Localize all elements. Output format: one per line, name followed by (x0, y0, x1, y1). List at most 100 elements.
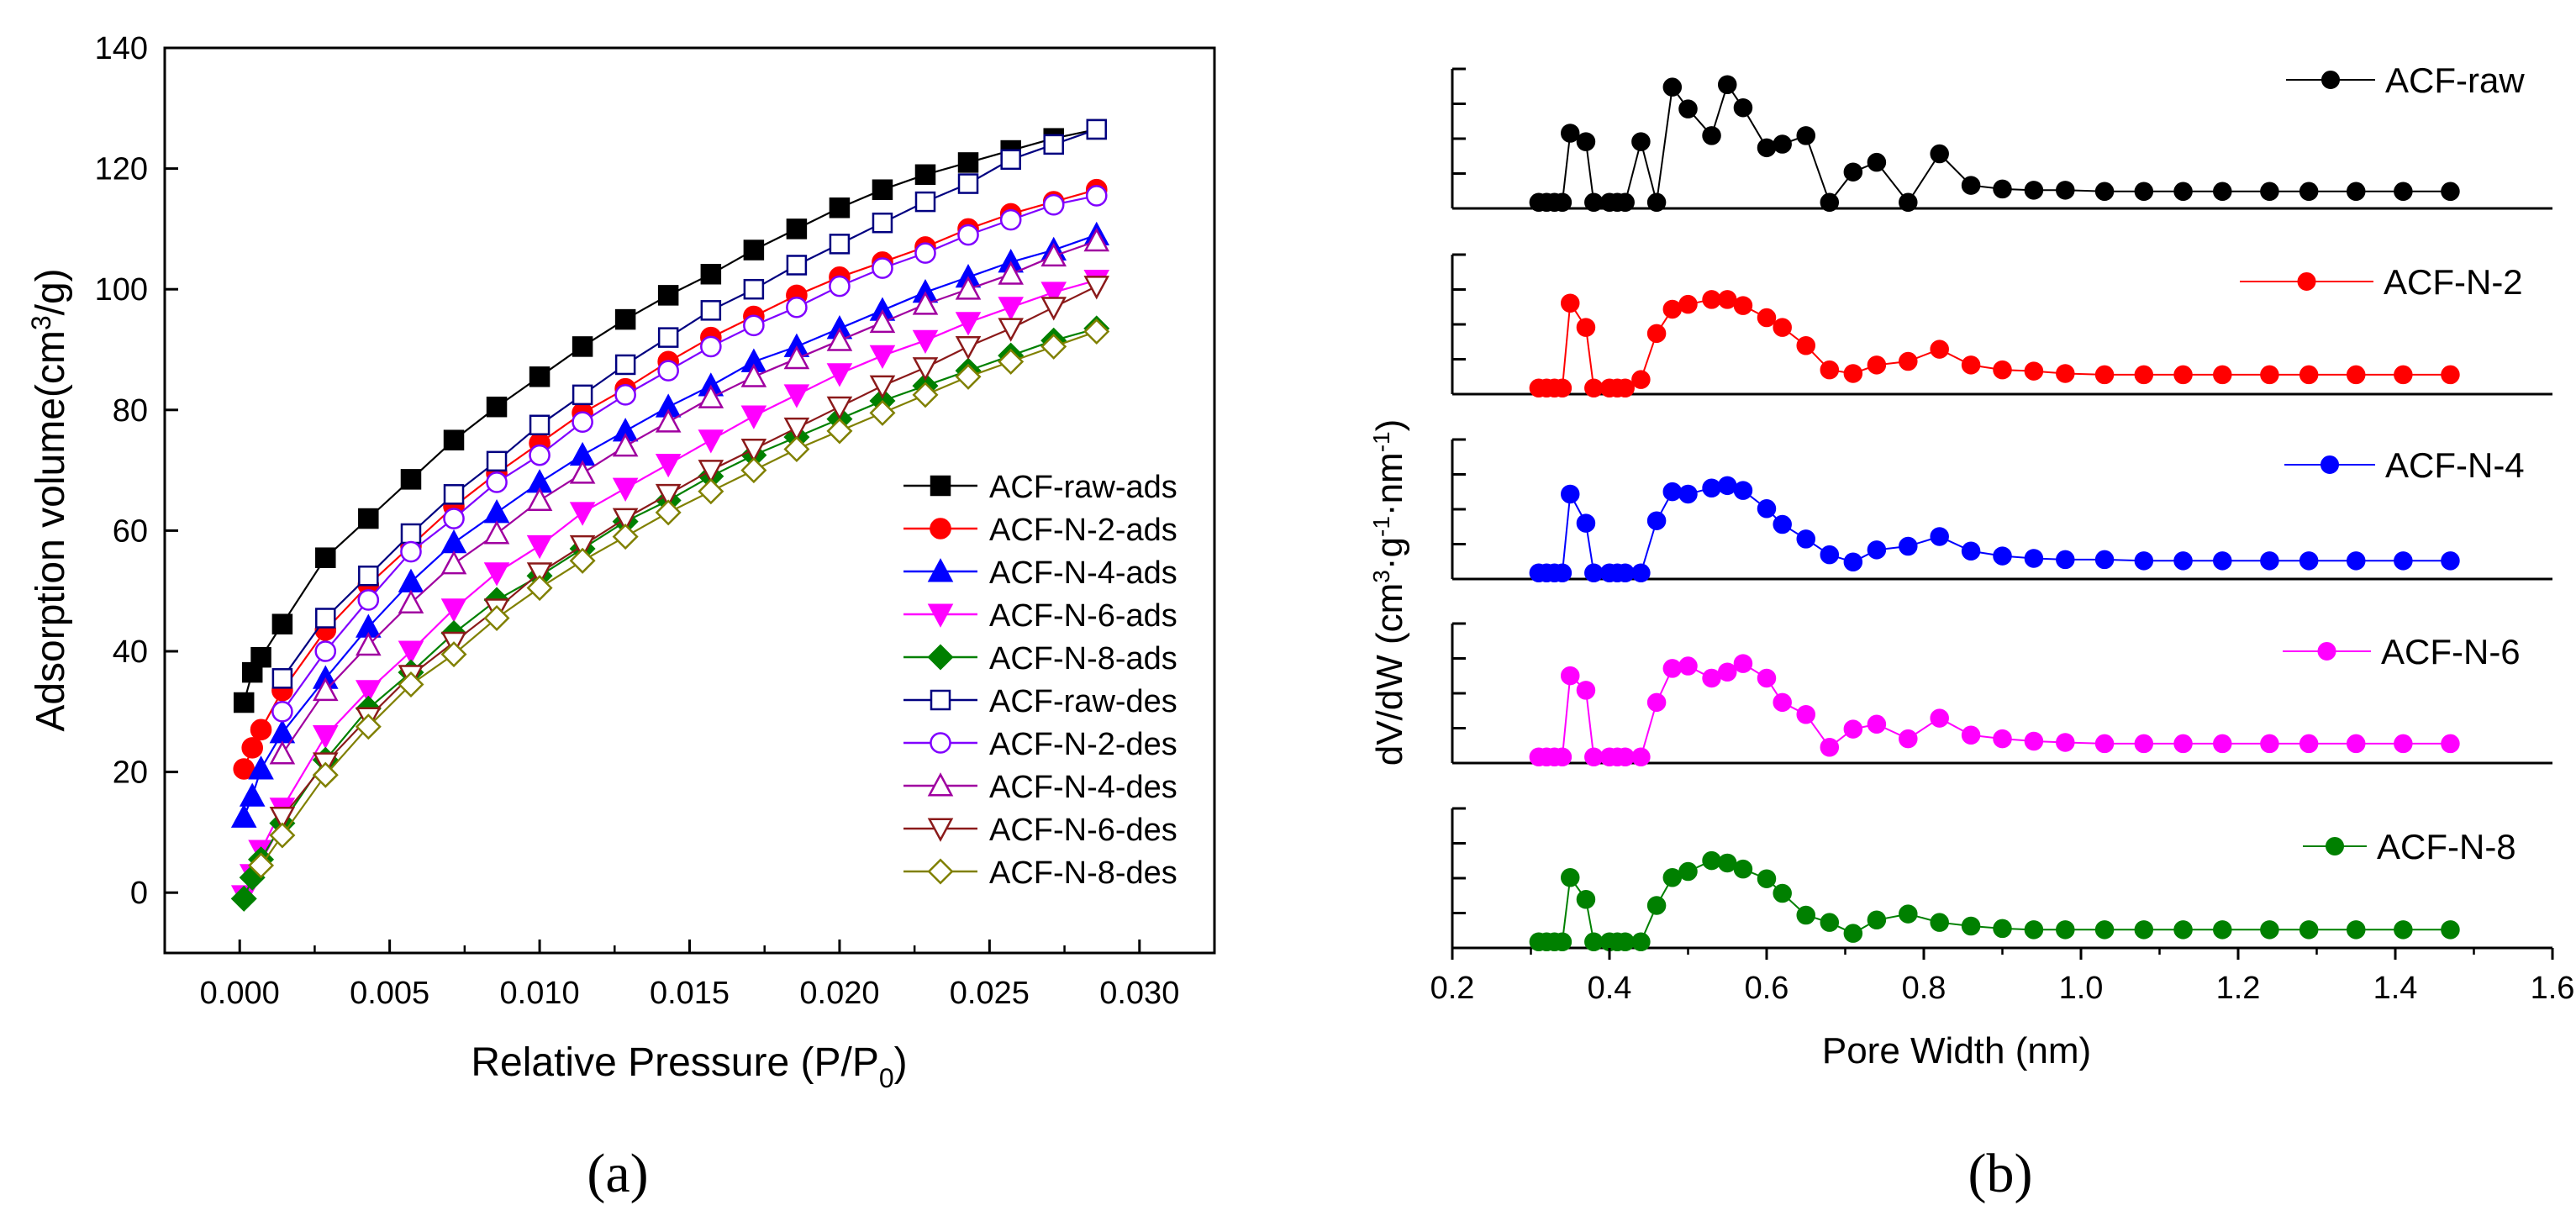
panel-b-point (2260, 365, 2279, 385)
panel-a-point (914, 191, 936, 213)
panel-b-point (1843, 719, 1863, 739)
panel-a-point (912, 357, 939, 382)
panel-a-point (614, 308, 636, 330)
panel-a-point (786, 296, 808, 318)
panel-a-point (526, 487, 553, 511)
panel-a-point (569, 534, 596, 560)
panel-a-point (655, 499, 682, 526)
panel-a-point (826, 418, 853, 445)
panel-b-legend-label: ACF-N-4 (2385, 445, 2525, 485)
panel-b-point (1718, 75, 1737, 95)
panel-b-point (1718, 476, 1737, 496)
panel-a-ytick-label: 40 (113, 634, 148, 670)
panel-b-point (1646, 896, 1667, 915)
panel-a-xtick-label: 0.000 (200, 976, 280, 1011)
panel-b-xlabel: Pore Width (nm) (1822, 1030, 2091, 1071)
panel-a-point (657, 285, 679, 306)
panel-a-point (1000, 149, 1021, 171)
panel-b-point (2394, 365, 2413, 385)
panel-a-xtick-label: 0.005 (350, 976, 429, 1011)
panel-a-point (826, 363, 853, 387)
panel-a-point (443, 484, 465, 505)
panel-b-point (1584, 747, 1604, 767)
panel-a-point (314, 640, 337, 662)
panel-b-pore-distribution-chart: ACF-raw ACF-N-2 ACF-N-4 ACF-N-6 ACF-N-8 0.2 0… (1368, 61, 2574, 1204)
panel-b-point (1702, 126, 1721, 145)
panel-b-point (1899, 729, 1918, 749)
panel-b-point (1733, 859, 1753, 879)
panel-b-legend-label: ACF-raw (2385, 61, 2525, 100)
panel-b-point (1552, 563, 1572, 583)
panel-a-point (998, 318, 1024, 342)
panel-a-point (914, 242, 936, 264)
panel-a-series-ACF-N-6-des (269, 276, 1110, 831)
panel-a-point (483, 562, 510, 587)
panel-b-point (1773, 318, 1792, 337)
panel-b-point (1899, 192, 1918, 213)
panel-a-point (872, 257, 893, 279)
panel-b-point (1820, 737, 1840, 757)
panel-a-point (1042, 193, 1065, 216)
panel-a-point (312, 676, 339, 702)
panel-b-point (1702, 290, 1721, 309)
panel-b-point (1702, 850, 1721, 871)
panel-a-point (526, 534, 553, 560)
panel-b-ylabel: dV/dW (cm3·g-1·nm-1) (1368, 419, 1410, 766)
panel-a-point (912, 382, 939, 408)
panel-a-legend-label: ACF-N-6-des (989, 813, 1177, 848)
panel-a-point (526, 575, 553, 602)
panel-b-point (1584, 378, 1604, 398)
panel-a-point (440, 598, 467, 623)
panel-a-point (783, 417, 810, 442)
panel-b-point (2094, 365, 2115, 385)
panel-a-legend-label: ACF-N-2-ads (989, 513, 1177, 548)
panel-a-point (829, 197, 851, 218)
panel-a-point (271, 701, 293, 723)
panel-a-point (614, 384, 636, 406)
panel-b-point (2441, 551, 2460, 571)
panel-a-point (250, 646, 271, 668)
panel-b-point (1678, 99, 1698, 118)
panel-a-point (357, 589, 380, 611)
panel-a-xtick-label: 0.030 (1099, 976, 1179, 1011)
panel-b-point (2260, 182, 2279, 202)
panel-a-point (740, 363, 767, 387)
panel-a-point (783, 345, 810, 370)
panel-a-point (358, 566, 379, 587)
panel-b-point (1702, 668, 1721, 688)
panel-b-point (1576, 513, 1596, 533)
panel-a-point (315, 608, 336, 629)
panel-a-point (356, 631, 382, 656)
panel-a-point (241, 737, 264, 759)
panel-a-point (248, 755, 274, 780)
panel-b-point (1576, 318, 1596, 337)
panel-b-point (2299, 365, 2319, 385)
panel-b-point (2441, 920, 2460, 940)
panel-a-legend-label: ACF-N-4-ads (989, 555, 1177, 591)
panel-a-point (569, 502, 596, 526)
panel-a-point (698, 460, 724, 484)
panel-a-xlabel: Relative Pressure (P/P0) (471, 1040, 907, 1093)
panel-b-legend-marker (2317, 642, 2336, 661)
panel-a-ytick-label: 0 (130, 876, 148, 911)
panel-a-point (1040, 282, 1067, 306)
panel-b-point (1631, 132, 1651, 151)
panel-b-point (2299, 182, 2319, 202)
panel-b-point (2299, 734, 2319, 754)
panel-b-point (2024, 731, 2044, 751)
panel-a-point (483, 520, 510, 545)
panel-b-point (2260, 920, 2279, 940)
panel-a-legend-marker (927, 858, 954, 885)
panel-b-point (1820, 913, 1840, 932)
panel-b-point (1733, 654, 1753, 673)
panel-a-ytick-label: 140 (95, 31, 148, 66)
panel-b-point (2213, 551, 2232, 571)
panel-a-point (1040, 333, 1067, 360)
panel-a-point (1043, 134, 1064, 155)
panel-b-point (2213, 365, 2232, 385)
panel-a-point (912, 291, 939, 315)
panel-b-xtick-label: 0.2 (1430, 971, 1475, 1006)
panel-b-point (1843, 162, 1863, 182)
panel-a-point (269, 740, 296, 765)
panel-a-point (239, 782, 266, 807)
